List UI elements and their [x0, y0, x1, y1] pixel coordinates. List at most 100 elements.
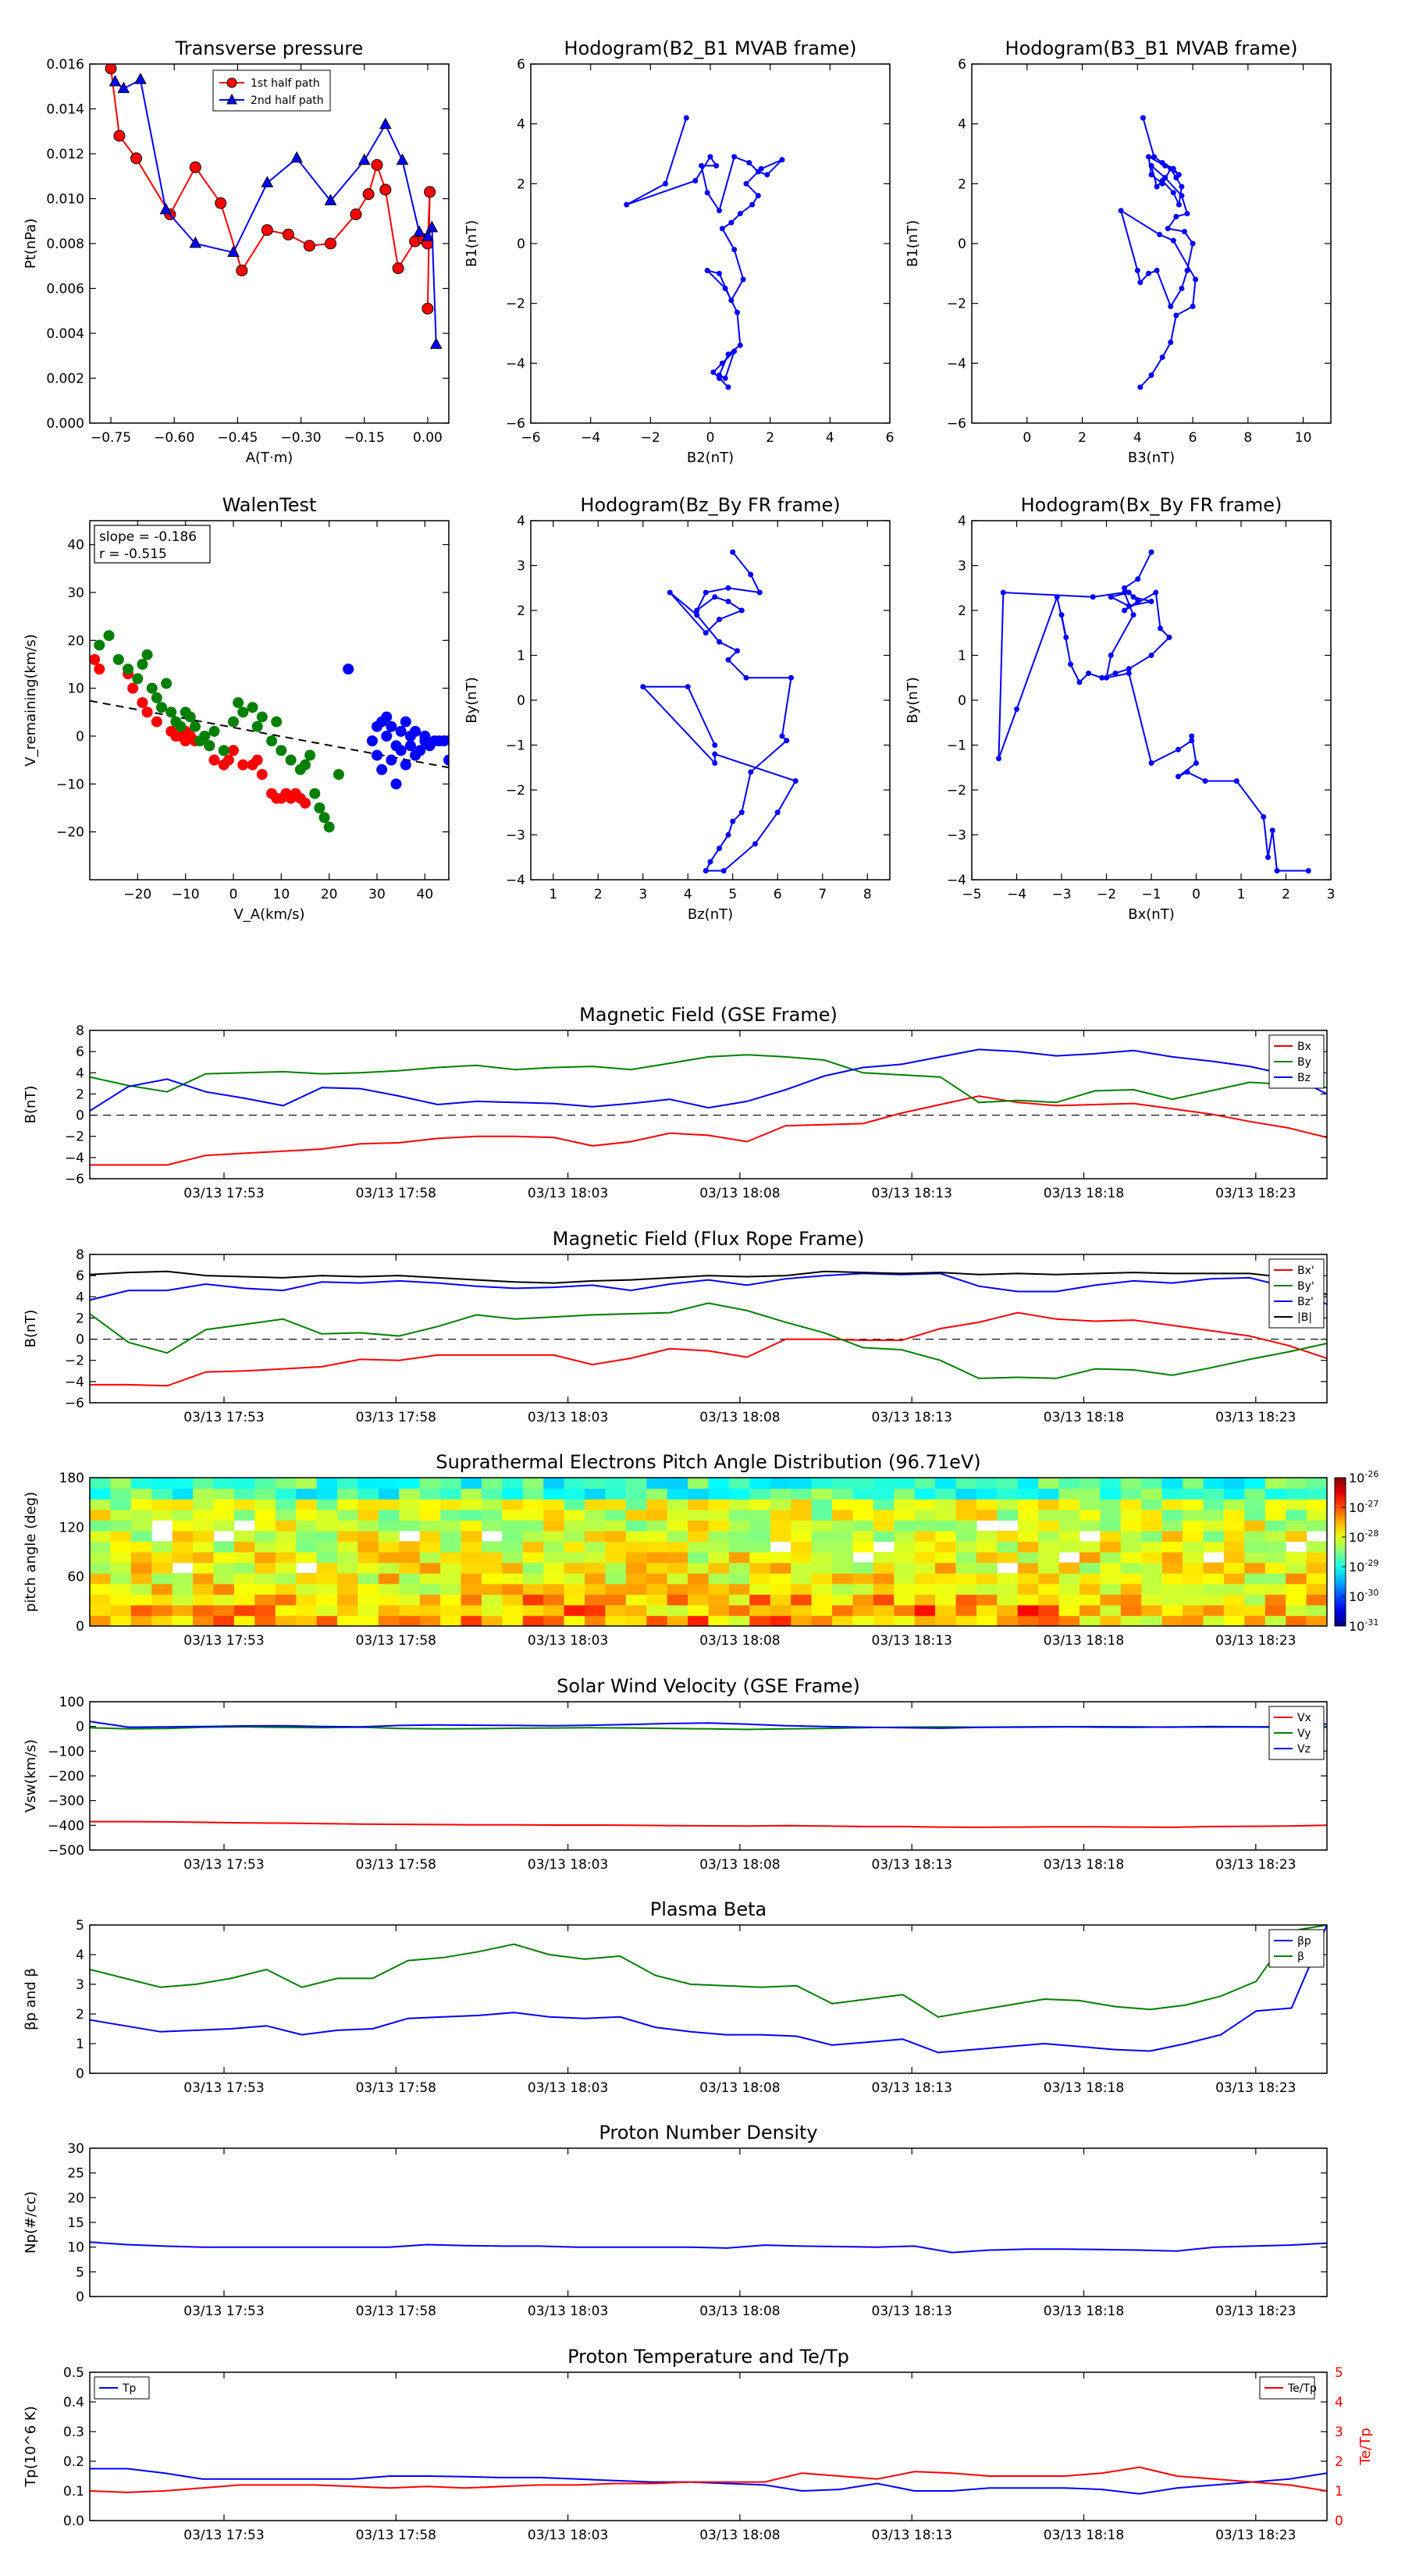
- pad-heatmap-cell: [791, 1615, 813, 1626]
- pt-point: [350, 208, 362, 221]
- pad-heatmap-cell: [914, 1573, 936, 1585]
- pad-heatmap-cell: [1100, 1583, 1122, 1595]
- hodoB2B1-ytick-label: −4: [506, 356, 525, 372]
- pad-heatmap-cell: [1080, 1509, 1101, 1521]
- pad-heatmap-cell: [749, 1541, 771, 1553]
- pad-heatmap-cell: [502, 1615, 524, 1626]
- pad-heatmap-cell: [399, 1499, 421, 1510]
- bgse-xtick-label: 03/13 18:18: [1044, 1186, 1124, 1201]
- pad-heatmap-cell: [770, 1573, 791, 1585]
- pad-heatmap-cell: [130, 1478, 152, 1489]
- np-ytick-label: 20: [67, 2190, 84, 2206]
- pt-point: [371, 158, 383, 171]
- pad-heatmap-cell: [564, 1604, 585, 1617]
- bfr-ytick-label: 4: [76, 1290, 84, 1305]
- pad-heatmap-cell: [172, 1552, 194, 1564]
- pad-heatmap-cell: [90, 1478, 111, 1489]
- walen-point: [372, 749, 382, 761]
- hodoBzBy-point: [752, 841, 758, 847]
- pad-heatmap-cell: [955, 1615, 977, 1626]
- pad-heatmap-cell: [316, 1562, 338, 1574]
- pad-heatmap-cell: [151, 1509, 173, 1521]
- hodoB2B1-point: [692, 178, 699, 183]
- hodoB2B1-point: [683, 115, 689, 121]
- pad-heatmap-cell: [605, 1520, 627, 1532]
- pad-heatmap-cell: [873, 1552, 895, 1564]
- pad-heatmap-cell: [605, 1499, 627, 1510]
- pad-heatmap-cell: [873, 1573, 895, 1585]
- pad-heatmap-cell: [1203, 1509, 1225, 1521]
- pad-heatmap-cell: [625, 1562, 647, 1574]
- pad-heatmap-cell: [646, 1615, 668, 1626]
- pad-heatmap-cell: [1264, 1530, 1286, 1542]
- pad-frame: [89, 1477, 1328, 1627]
- pad-heatmap-cell: [213, 1573, 235, 1585]
- pad-heatmap-cell: [1100, 1573, 1122, 1585]
- hodoB3B1-point: [1140, 115, 1146, 121]
- hodoBxBy-plot-area: [996, 549, 1311, 873]
- pad-heatmap-cell: [1058, 1594, 1080, 1606]
- pad-heatmap-cell: [976, 1594, 998, 1606]
- walen-point: [376, 763, 388, 775]
- np-ytick-label: 15: [67, 2215, 84, 2231]
- pad-heatmap-cell: [1100, 1604, 1122, 1617]
- pad-heatmap-cell: [625, 1488, 647, 1500]
- pad-heatmap-cell: [399, 1541, 421, 1553]
- hodoB2B1-xtick-label: −4: [581, 430, 600, 446]
- hodoB2B1-point: [704, 190, 710, 196]
- walen-point: [400, 759, 411, 770]
- pad-heatmap-cell: [213, 1509, 235, 1521]
- hodoBzBy-point: [702, 589, 709, 596]
- pad-heatmap-cell: [275, 1541, 297, 1553]
- pad-heatmap-cell: [419, 1541, 441, 1553]
- pad-heatmap-cell: [461, 1573, 482, 1585]
- np-xtick-label: 03/13 18:03: [528, 2304, 608, 2319]
- pad-colorbar-label: 10-30: [1349, 1588, 1378, 1604]
- pad-heatmap-cell: [130, 1615, 152, 1626]
- hodoBzBy-xtick-label: 8: [863, 887, 872, 902]
- hodoB2B1-xtick-label: −2: [641, 430, 660, 446]
- pad-heatmap-cell: [1264, 1541, 1286, 1553]
- pad-heatmap-cell: [1100, 1615, 1122, 1626]
- walen-annotation-box: [94, 525, 211, 564]
- pad-heatmap-cell: [667, 1615, 688, 1626]
- bgse-xtick-label: 03/13 18:23: [1215, 1186, 1296, 1201]
- pad-heatmap-cell: [935, 1509, 957, 1521]
- pad-heatmap-cell: [1017, 1499, 1039, 1510]
- pad-heatmap-cell: [749, 1594, 771, 1606]
- walen-point: [233, 697, 244, 709]
- pad-heatmap-cell: [1306, 1488, 1327, 1500]
- pad-heatmap-cell: [254, 1530, 276, 1542]
- pad-heatmap-cell: [502, 1562, 524, 1574]
- pad-heatmap-cell: [337, 1552, 358, 1564]
- pad-heatmap-cell: [357, 1562, 379, 1574]
- hodoB3B1-xtick-label: 10: [1295, 430, 1312, 446]
- pad-heatmap-cell: [193, 1594, 215, 1606]
- pad-heatmap-cell: [646, 1478, 668, 1489]
- pad-heatmap-cell: [419, 1499, 441, 1510]
- pad-heatmap-cell: [1017, 1520, 1039, 1532]
- pad-heatmap-cell: [832, 1520, 853, 1532]
- pad-heatmap-cell: [935, 1604, 957, 1617]
- pad-heatmap-cell: [1120, 1478, 1142, 1489]
- pad-heatmap-cell: [399, 1583, 421, 1595]
- hodoBxBy-point: [996, 756, 1001, 762]
- hodoBxBy-point: [1202, 778, 1208, 784]
- pad-heatmap-cell: [193, 1478, 215, 1489]
- pad-heatmap-cell: [419, 1573, 441, 1585]
- walen-point: [256, 711, 268, 723]
- pad-heatmap-cell: [1058, 1573, 1080, 1585]
- pad-heatmap-cell: [502, 1594, 524, 1606]
- pad-heatmap-cell: [585, 1478, 606, 1489]
- pad-heatmap-cell: [1120, 1615, 1142, 1626]
- pad-heatmap-cell: [502, 1541, 524, 1553]
- pad-heatmap-cell: [151, 1583, 173, 1595]
- pad-heatmap-cell: [1286, 1509, 1307, 1521]
- np-ytick-label: 10: [67, 2240, 84, 2256]
- hodoB3B1-point: [1190, 304, 1196, 309]
- hodoB3B1-xlabel: B3(nT): [1128, 450, 1175, 466]
- hodoBxBy-ytick-label: −2: [947, 783, 966, 799]
- pad-heatmap-cell: [1100, 1562, 1122, 1574]
- walen-point: [156, 702, 167, 713]
- pad-heatmap-cell: [254, 1583, 276, 1595]
